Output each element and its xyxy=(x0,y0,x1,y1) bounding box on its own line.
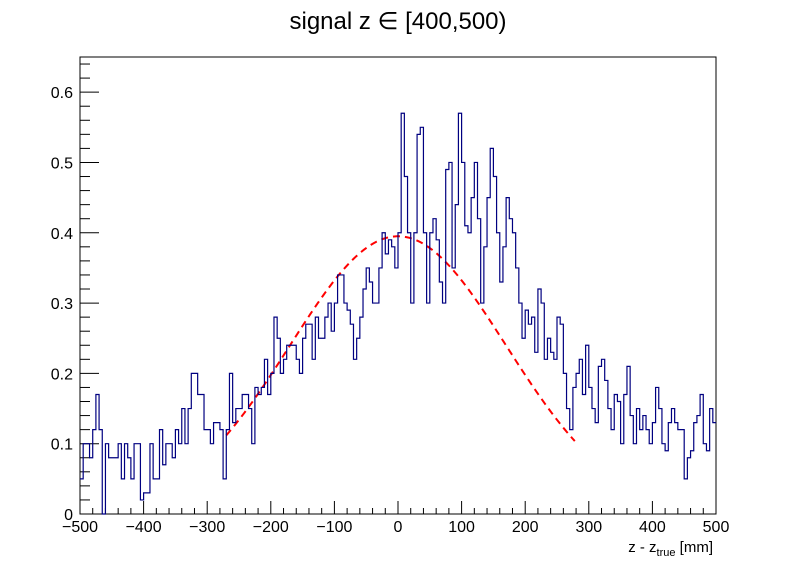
x-tick-label: 0 xyxy=(394,519,403,536)
chart-title: signal z ∈ [400,500) xyxy=(289,8,506,35)
y-tick-label: 0.4 xyxy=(51,226,73,243)
x-tick-label: −200 xyxy=(253,519,289,536)
y-axis: 0 0.1 0.2 0.3 0.4 0.5 0.6 xyxy=(51,63,99,524)
x-tick-label: 400 xyxy=(639,519,666,536)
x-tick-label: 100 xyxy=(448,519,475,536)
fit-curve xyxy=(225,235,576,442)
x-tick-label: −400 xyxy=(126,519,162,536)
histogram-step-line xyxy=(80,112,716,515)
x-tick-label: −100 xyxy=(316,519,352,536)
x-tick-label: 200 xyxy=(512,519,539,536)
x-axis-label-unit: [mm] xyxy=(676,539,714,556)
y-tick-label: 0.6 xyxy=(51,85,73,102)
y-tick-label: 0.5 xyxy=(51,155,73,172)
histogram-series xyxy=(80,112,716,515)
x-tick-label: −500 xyxy=(62,519,98,536)
x-tick-label: −300 xyxy=(189,519,225,536)
y-tick-label: 0.2 xyxy=(51,366,73,383)
x-tick-label: 500 xyxy=(703,519,730,536)
x-axis: −500 −400 −300 −200 −100 0 100 200 300 400 500 xyxy=(62,501,729,536)
x-axis-label: z - ztrue [mm] xyxy=(628,539,713,559)
x-tick-label: 300 xyxy=(575,519,602,536)
y-tick-label: 0.3 xyxy=(51,296,73,313)
y-tick-label: 0.1 xyxy=(51,437,73,454)
x-axis-label-main: z - z xyxy=(628,539,656,556)
y-tick-label: 0 xyxy=(64,507,73,524)
x-axis-label-subscript: true xyxy=(657,547,676,559)
